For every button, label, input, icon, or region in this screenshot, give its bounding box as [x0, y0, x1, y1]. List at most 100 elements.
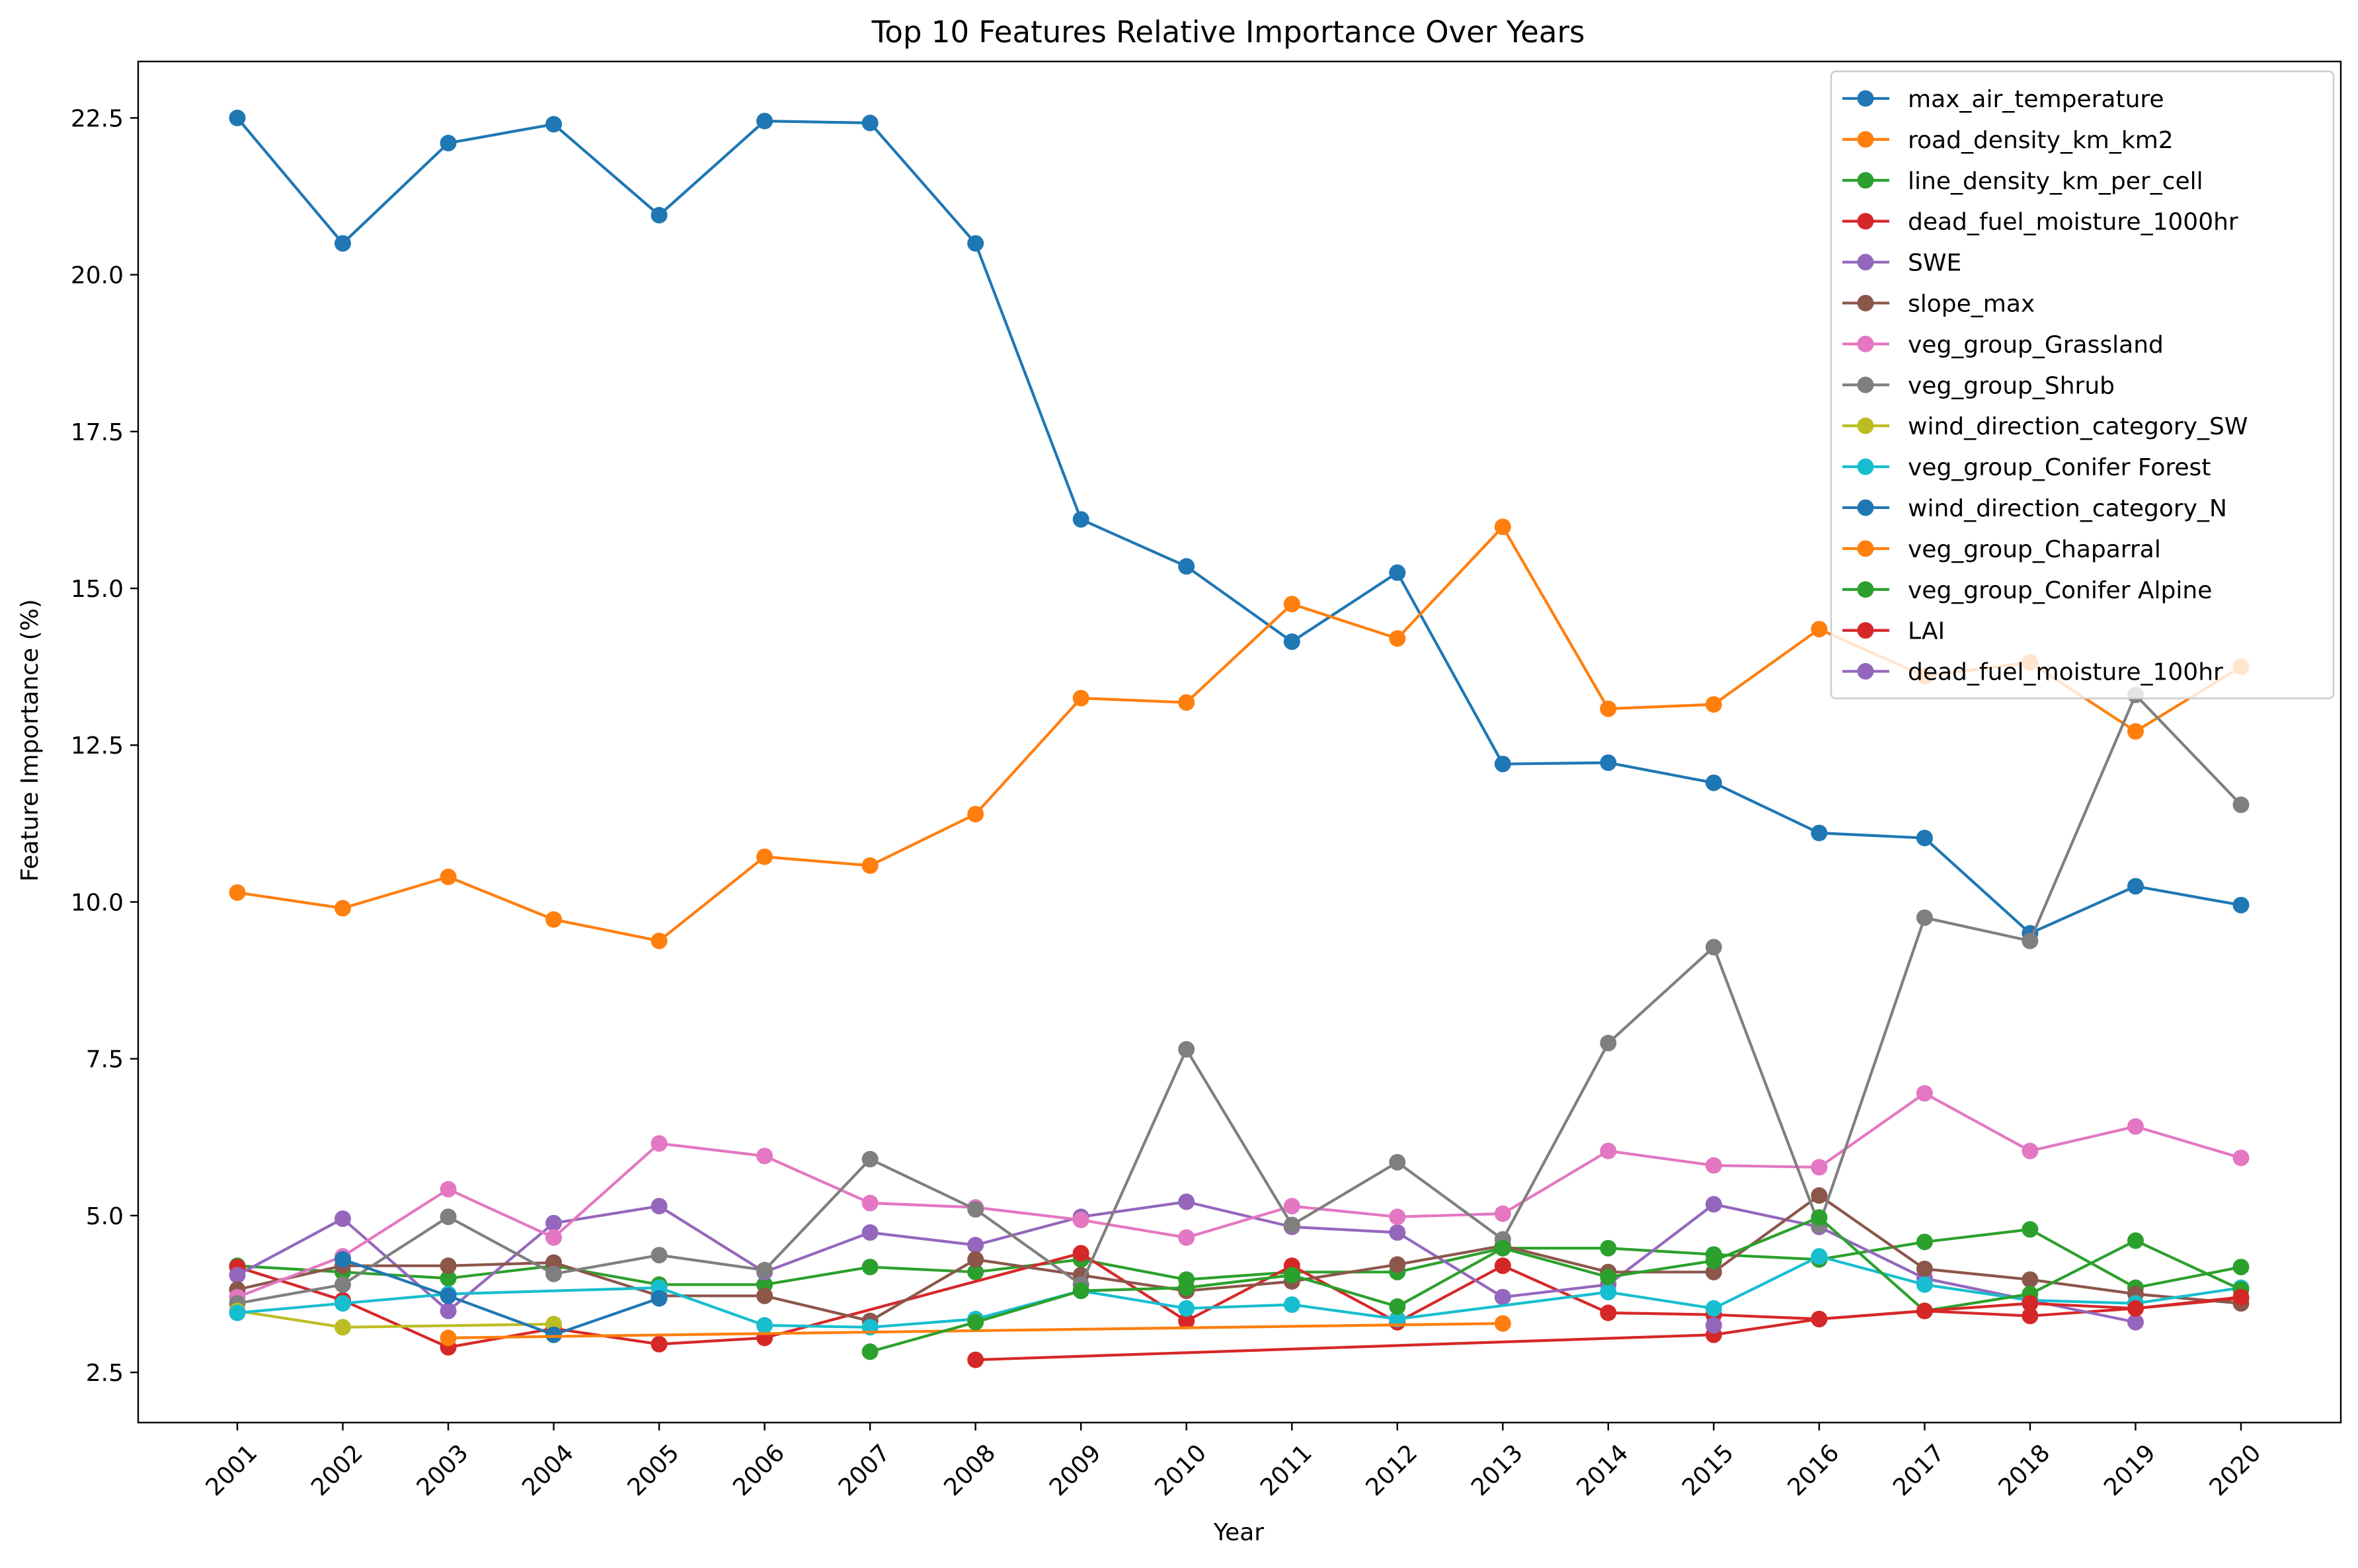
data-point [440, 134, 457, 151]
data-point [2022, 1271, 2039, 1288]
legend-item: max_air_temperature [1842, 86, 2164, 113]
data-point [2127, 1313, 2144, 1331]
data-point [2232, 1259, 2250, 1276]
data-point [334, 1276, 351, 1293]
data-point [440, 1329, 457, 1347]
data-point [1072, 1282, 1089, 1300]
legend[interactable]: max_air_temperature road_density_km_km2li… [1830, 70, 2335, 699]
data-point [1178, 1229, 1195, 1246]
legend-marker [1857, 581, 1874, 598]
data-point [1494, 518, 1511, 535]
y-tick-label: 2.5 [86, 1360, 124, 1387]
data-point [1494, 1257, 1511, 1274]
legend-item: veg_group_Grassland [1842, 331, 2164, 358]
data-point [967, 1237, 984, 1253]
data-point [861, 1343, 879, 1360]
data-point [967, 806, 984, 823]
legend-item: slope_max [1842, 290, 2035, 317]
y-tick-label: 12.5 [71, 732, 124, 760]
legend-item: veg_group_Conifer Alpine [1842, 577, 2212, 604]
legend-label: veg_group_Conifer Alpine [1908, 577, 2212, 604]
data-point [1178, 1300, 1195, 1317]
data-point [1178, 694, 1195, 711]
data-point [334, 1319, 351, 1336]
data-point [1705, 1196, 1722, 1213]
data-point [334, 1251, 351, 1268]
plot-area [229, 109, 2250, 1368]
data-point [967, 1313, 984, 1331]
data-point [1705, 696, 1722, 713]
legend-label: LAI [1908, 618, 1945, 645]
data-point [1811, 1310, 1828, 1327]
axes-frame [137, 60, 2342, 1424]
legend-label: veg_group_Shrub [1908, 372, 2115, 399]
data-point [1916, 1302, 1933, 1319]
data-point [440, 1270, 457, 1287]
data-point [1600, 1269, 1617, 1286]
data-point [1389, 564, 1406, 581]
data-point [1283, 1198, 1300, 1215]
legend-label: wind_direction_category_N [1908, 495, 2227, 522]
data-point [545, 116, 563, 133]
data-point [1600, 1304, 1617, 1321]
series-0 [229, 109, 2250, 942]
data-point [440, 1181, 457, 1198]
legend-marker [1857, 335, 1874, 352]
data-point [861, 1224, 879, 1241]
series-line [868, 1216, 2243, 1354]
data-point [1600, 1239, 1617, 1257]
data-point [1178, 1193, 1195, 1210]
y-tick-label: 10.0 [71, 889, 124, 916]
data-point [440, 1208, 457, 1226]
chart-title: Top 10 Features Relative Importance Over… [871, 15, 1585, 50]
y-tick-label: 22.5 [71, 105, 124, 132]
legend-marker [1857, 458, 1874, 475]
series-13 [967, 1288, 2250, 1368]
series-line [235, 1091, 2243, 1299]
legend-marker [1857, 294, 1874, 311]
data-point [2127, 1232, 2144, 1249]
data-point [229, 1304, 246, 1321]
data-point [1072, 1245, 1089, 1262]
series-line [446, 1321, 1505, 1340]
legend-item: veg_group_Chaparral [1842, 536, 2161, 563]
data-point [756, 848, 773, 865]
data-point [2127, 1300, 2144, 1317]
data-point [1178, 1040, 1195, 1058]
data-point [1072, 1212, 1089, 1228]
data-point [1705, 1263, 1722, 1280]
legend-item: line_density_km_per_cell [1842, 168, 2203, 195]
data-point [1494, 1205, 1511, 1222]
data-point [2127, 878, 2144, 895]
data-point [1283, 633, 1300, 650]
data-point [2232, 1150, 2250, 1167]
data-point [2127, 1118, 2144, 1135]
data-point [1811, 621, 1828, 638]
data-point [1389, 1224, 1406, 1241]
data-point [334, 900, 351, 917]
legend-marker [1857, 131, 1874, 148]
legend-item: dead_fuel_moisture_1000hr [1842, 209, 2238, 236]
data-point [2022, 1221, 2039, 1238]
legend-label: SWE [1908, 250, 1961, 277]
data-point [229, 884, 246, 901]
data-point [1072, 511, 1089, 528]
legend-item: SWE [1842, 250, 1961, 277]
legend-marker [1857, 376, 1874, 393]
series-11 [440, 1315, 1511, 1347]
data-point [1389, 1310, 1406, 1327]
data-point [334, 235, 351, 252]
data-point [650, 1247, 668, 1264]
data-point [1283, 1216, 1300, 1234]
data-point [1811, 1209, 1828, 1226]
data-point [756, 112, 773, 130]
data-point [967, 1351, 984, 1368]
data-point [545, 911, 563, 928]
data-point [650, 1135, 668, 1152]
data-point [756, 1317, 773, 1334]
data-point [1705, 1300, 1722, 1317]
legend-item: veg_group_Conifer Forest [1842, 454, 2211, 481]
legend-label: wind_direction_category_SW [1908, 413, 2248, 440]
x-axis-label: Year [1213, 1519, 1264, 1546]
